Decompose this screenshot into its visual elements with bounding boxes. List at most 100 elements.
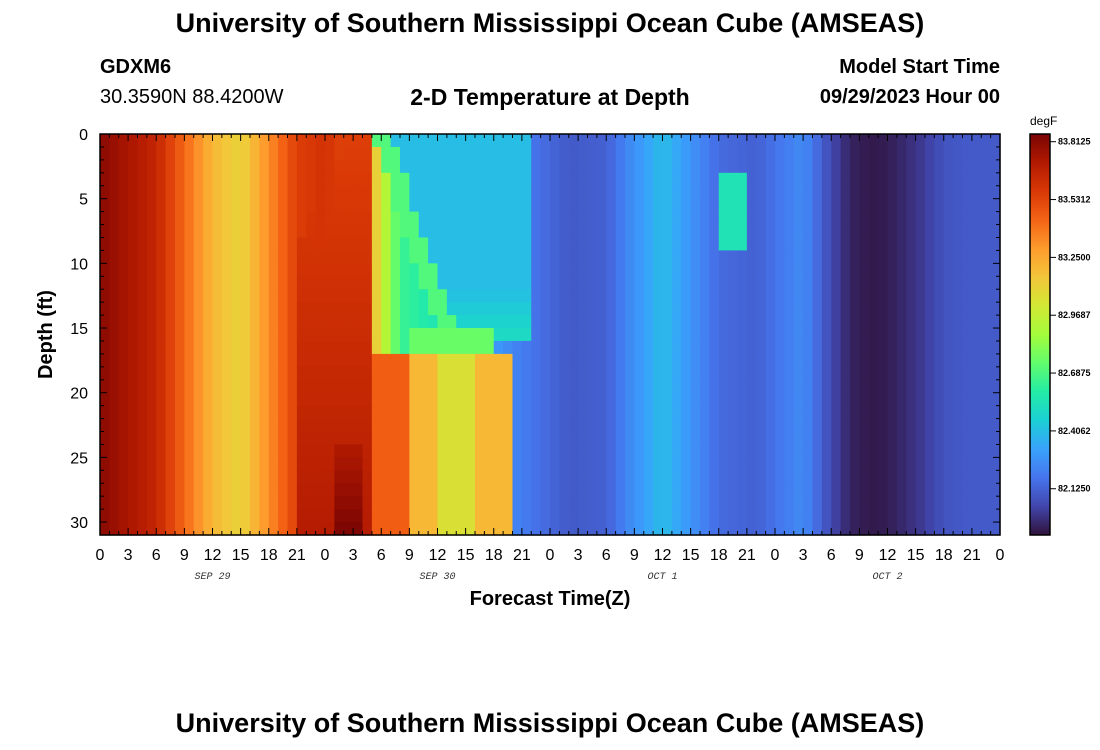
heatmap-cell <box>437 353 448 368</box>
heatmap-cell <box>315 509 326 523</box>
heatmap-cell <box>934 134 945 148</box>
heatmap-cell <box>868 444 879 458</box>
heatmap-cell <box>831 302 842 316</box>
heatmap-cell <box>625 315 635 329</box>
heatmap-cell <box>418 250 429 264</box>
heatmap-cell <box>568 470 579 484</box>
heatmap-cell <box>259 172 270 187</box>
heatmap-cell <box>915 185 926 200</box>
heatmap-cell <box>887 366 898 381</box>
heatmap-cell <box>250 444 260 458</box>
heatmap-cell <box>240 289 251 303</box>
heatmap-cell <box>615 302 626 316</box>
heatmap-cell <box>634 315 645 329</box>
heatmap-cell <box>596 483 607 497</box>
heatmap-cell <box>878 250 889 264</box>
heatmap-cell <box>343 431 354 446</box>
x-tick-label: 12 <box>654 547 672 564</box>
heatmap-cell <box>418 340 429 355</box>
heatmap-cell <box>859 470 870 484</box>
heatmap-cell <box>728 146 739 161</box>
heatmap-cell <box>465 392 476 407</box>
heatmap-cell <box>559 509 570 523</box>
heatmap-cell <box>756 340 767 355</box>
heatmap-cell <box>671 211 682 226</box>
heatmap-cell <box>165 496 176 510</box>
heatmap-cell <box>681 159 692 174</box>
heatmap-cell <box>287 134 298 148</box>
heatmap-cell <box>728 405 739 420</box>
heatmap-cell <box>175 470 185 484</box>
heatmap-cell <box>531 340 542 355</box>
heatmap-cell <box>428 250 439 264</box>
heatmap-cell <box>100 340 110 355</box>
heatmap-cell <box>184 340 195 355</box>
heatmap-cell <box>175 159 185 174</box>
heatmap-cell <box>156 483 167 497</box>
heatmap-cell <box>456 172 467 187</box>
heatmap-cell <box>381 340 392 355</box>
heatmap-cell <box>662 224 673 239</box>
heatmap-cell <box>278 224 289 239</box>
heatmap-cell <box>653 263 664 277</box>
heatmap-cell <box>540 470 551 484</box>
heatmap-cell <box>156 224 167 239</box>
heatmap-cell <box>118 198 129 213</box>
heatmap-cell <box>512 483 523 497</box>
heatmap-cell <box>746 172 757 187</box>
heatmap-cell <box>746 198 757 213</box>
heatmap-cell <box>259 159 270 174</box>
heatmap-cell <box>540 392 551 407</box>
heatmap-cell <box>428 263 439 277</box>
heatmap-cell <box>521 146 532 161</box>
heatmap-cell <box>606 405 617 420</box>
heatmap-cell <box>371 224 382 239</box>
heatmap-cell <box>578 405 589 420</box>
heatmap-cell <box>559 418 570 433</box>
heatmap-cell <box>925 172 935 187</box>
heatmap-cell <box>840 328 851 342</box>
heatmap-cell <box>203 276 214 290</box>
heatmap-cell <box>812 366 823 381</box>
heatmap-cell <box>718 237 729 252</box>
heatmap-cell <box>118 457 129 471</box>
heatmap-cell <box>737 457 748 471</box>
heatmap-cell <box>175 379 185 394</box>
heatmap-cell <box>109 328 120 342</box>
x-tick-label: 18 <box>260 547 278 564</box>
heatmap-cell <box>868 496 879 510</box>
heatmap-cell <box>587 172 598 187</box>
heatmap-cell <box>906 470 917 484</box>
heatmap-cell <box>943 483 954 497</box>
heatmap-cell <box>953 172 964 187</box>
heatmap-cell <box>559 159 570 174</box>
heatmap-cell <box>634 328 645 342</box>
heatmap-cell <box>221 302 232 316</box>
heatmap-cell <box>437 457 448 471</box>
heatmap-cell <box>943 289 954 303</box>
heatmap-cell <box>484 405 495 420</box>
heatmap-cell <box>587 431 598 446</box>
heatmap-cell <box>493 211 504 226</box>
heatmap-cell <box>400 185 410 200</box>
heatmap-cell <box>353 444 364 458</box>
heatmap-cell <box>446 237 457 252</box>
heatmap-cell <box>718 328 729 342</box>
heatmap-cell <box>465 237 476 252</box>
heatmap-cell <box>981 353 992 368</box>
heatmap-cell <box>953 431 964 446</box>
x-tick-label: 21 <box>288 547 306 564</box>
heatmap-cell <box>831 457 842 471</box>
heatmap-cell <box>953 134 964 148</box>
heatmap-cell <box>118 509 129 523</box>
heatmap-cell <box>709 315 720 329</box>
heatmap-cell <box>306 392 317 407</box>
heatmap-cell <box>812 379 823 394</box>
heatmap-cell <box>653 328 664 342</box>
temperature-depth-chart: 0 3 6 9 12 15 18 21 0 3 6 9 12 15 18 21 0 3 6 9 12 15 18 21 0 3 6 9… <box>35 114 1091 610</box>
colorbar-tick-label: 82.6875 <box>1058 368 1091 378</box>
heatmap-cell <box>850 276 860 290</box>
heatmap-cell <box>118 146 129 161</box>
heatmap-cell <box>578 366 589 381</box>
heatmap-cell <box>231 250 242 264</box>
